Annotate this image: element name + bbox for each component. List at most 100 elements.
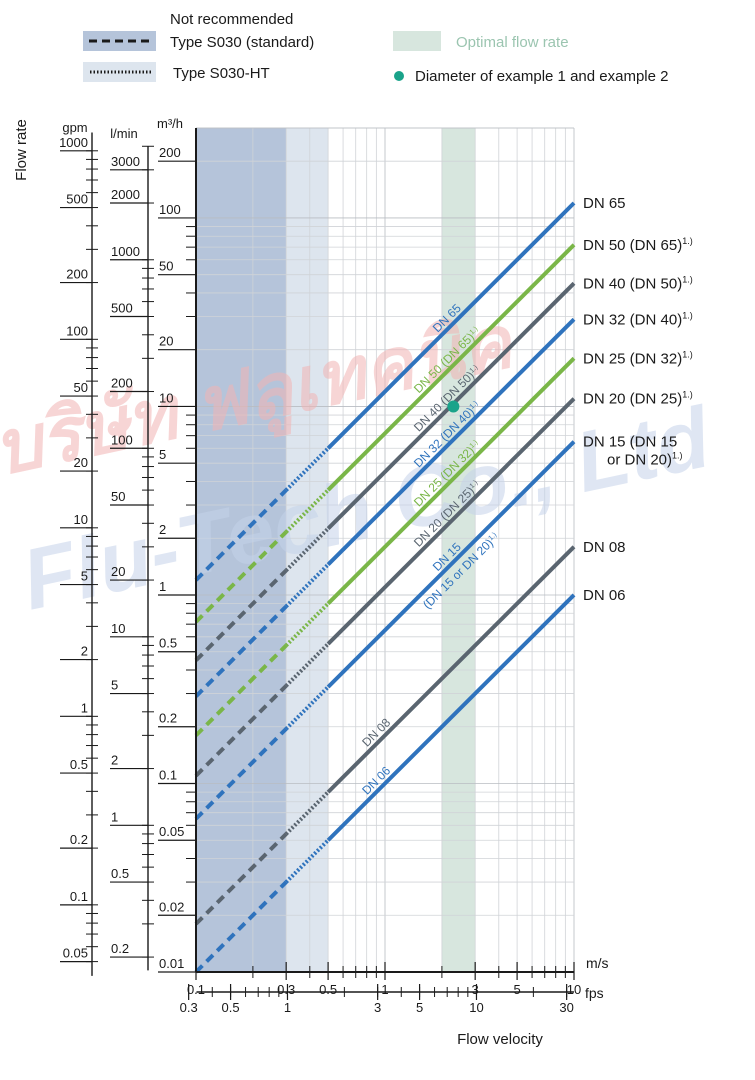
ms-tick-label: 0.3 bbox=[277, 982, 295, 997]
gpm-unit-label: gpm bbox=[62, 120, 87, 135]
legend-example-dot bbox=[394, 71, 404, 81]
series-segment-solid bbox=[326, 593, 576, 842]
legend-example-label: Diameter of example 1 and example 2 bbox=[415, 68, 668, 85]
m3h-tick-label: 20 bbox=[159, 334, 173, 349]
series-segment-dashed bbox=[194, 644, 288, 737]
m3h-tick-label: 200 bbox=[159, 145, 181, 160]
series-segment-dotted bbox=[284, 642, 330, 688]
series-line-0 bbox=[194, 201, 576, 582]
lmin-tick-label: 2 bbox=[111, 753, 118, 768]
lmin-tick-label: 1000 bbox=[111, 244, 140, 259]
series-label-note: 1.) bbox=[682, 310, 693, 320]
series-line-7 bbox=[194, 545, 576, 926]
lmin-tick-label: 5 bbox=[111, 678, 118, 693]
m3h-tick-label: 10 bbox=[159, 390, 173, 405]
series-segment-dotted bbox=[284, 685, 330, 731]
series-label: DN 40 (DN 50)1.) bbox=[583, 274, 693, 292]
series-segment-solid bbox=[326, 243, 576, 492]
series-segment-dashed bbox=[194, 568, 288, 662]
series-label-note: 1.) bbox=[682, 349, 693, 359]
lmin-tick-label: 20 bbox=[111, 564, 125, 579]
gpm-tick-label: 2 bbox=[81, 644, 88, 659]
gpm-tick-label: 10 bbox=[74, 512, 88, 527]
gpm-tick-label: 500 bbox=[66, 192, 88, 207]
series-segment-dashed bbox=[194, 530, 288, 624]
legend-type-ht-label: Type S030-HT bbox=[173, 65, 270, 82]
series-segment-solid bbox=[326, 545, 576, 794]
axes: 200 100 50 20 10 5 2 1 0.5 0.2 0.1 0.05 0.02 0.01 3000… bbox=[59, 128, 581, 1015]
series-label: DN 06 bbox=[583, 587, 626, 604]
ms-tick-label: 10 bbox=[567, 982, 581, 997]
series-segment-dotted bbox=[284, 527, 330, 572]
gpm-tick-label: 200 bbox=[66, 267, 88, 282]
m3h-tick-label: 0.1 bbox=[159, 767, 177, 782]
m3h-tick-label: 50 bbox=[159, 259, 173, 274]
gpm-tick-label: 0.2 bbox=[70, 832, 88, 847]
series-diag-note: 1.) bbox=[469, 364, 480, 375]
series-segment-solid bbox=[326, 356, 576, 606]
series-segment-dashed bbox=[194, 727, 288, 821]
ms-tick-label: 1 bbox=[381, 982, 388, 997]
ms-tick-label: 0.5 bbox=[319, 982, 337, 997]
series-label-note: 1.) bbox=[682, 390, 693, 400]
series-diag-note: 1.) bbox=[469, 439, 480, 450]
m3h-tick-label: 5 bbox=[159, 447, 166, 462]
band-0 bbox=[196, 128, 287, 972]
series-label: DN 32 (DN 40)1.) bbox=[583, 310, 693, 328]
series-label: DN 50 (DN 65)1.) bbox=[583, 236, 693, 254]
series-label: DN 20 (DN 25)1.) bbox=[583, 390, 693, 408]
lmin-unit-label: l/min bbox=[110, 126, 137, 141]
series-line-5 bbox=[194, 397, 576, 778]
legend-optimal-swatch bbox=[393, 31, 441, 51]
series-diag-note: 1.) bbox=[469, 479, 480, 490]
legend-optimal-label: Optimal flow rate bbox=[456, 34, 569, 51]
series-segment-dotted bbox=[284, 488, 330, 534]
fps-tick-label: 3 bbox=[374, 1000, 381, 1015]
m3h-tick-label: 100 bbox=[159, 202, 181, 217]
lmin-tick-label: 3000 bbox=[111, 154, 140, 169]
series-segment-dotted bbox=[284, 602, 330, 647]
lmin-tick-label: 100 bbox=[111, 432, 133, 447]
series-segment-dashed bbox=[194, 604, 288, 698]
fps-tick-label: 10 bbox=[469, 1000, 483, 1015]
series-diag-note: 1.) bbox=[469, 400, 480, 411]
lmin-tick-label: 2000 bbox=[111, 187, 140, 202]
m3h-unit-label: m³/h bbox=[157, 116, 183, 131]
gpm-tick-label: 0.1 bbox=[70, 889, 88, 904]
lmin-tick-label: 0.2 bbox=[111, 941, 129, 956]
series-segment-dotted bbox=[284, 563, 330, 608]
fps-tick-label: 0.5 bbox=[222, 1000, 240, 1015]
series-right-labels: DN 65 DN 50 (DN 65)1.) DN 40 (DN 50)1.) DN … bbox=[583, 195, 693, 604]
grid bbox=[196, 127, 575, 972]
example-point bbox=[447, 400, 460, 413]
fps-unit-label: fps bbox=[585, 985, 604, 1001]
m3h-tick-label: 0.05 bbox=[159, 824, 184, 839]
series-line-8 bbox=[194, 593, 576, 974]
series-label: DN 15 (DN 15 bbox=[583, 434, 677, 451]
series-segment-solid bbox=[326, 201, 576, 450]
series-segment-dotted bbox=[284, 446, 330, 492]
m3h-tick-label: 0.2 bbox=[159, 711, 177, 726]
series-label: DN 08 bbox=[583, 539, 626, 556]
m3h-tick-label: 2 bbox=[159, 522, 166, 537]
series-label: DN 25 (DN 32)1.) bbox=[583, 349, 693, 367]
lmin-tick-label: 0.5 bbox=[111, 866, 129, 881]
series-segment-solid bbox=[326, 317, 576, 566]
lmin-tick-label: 1 bbox=[111, 809, 118, 824]
gpm-tick-label: 0.05 bbox=[63, 946, 88, 961]
m3h-tick-label: 0.02 bbox=[159, 899, 184, 914]
gpm-tick-label: 1000 bbox=[59, 135, 88, 150]
series-diag-note: 1.) bbox=[488, 531, 499, 542]
gpm-tick-label: 20 bbox=[74, 455, 88, 470]
series-segment-dotted bbox=[284, 838, 330, 884]
ms-tick-label: 0.1 bbox=[187, 982, 205, 997]
m3h-tick-label: 1 bbox=[159, 579, 166, 594]
lmin-tick-label: 50 bbox=[111, 489, 125, 504]
fps-tick-label: 5 bbox=[416, 1000, 423, 1015]
series-segment-dotted bbox=[284, 790, 330, 836]
y-axis-title: Flow rate bbox=[13, 119, 30, 181]
series-segment-solid bbox=[326, 440, 576, 689]
series-line-6 bbox=[194, 440, 576, 821]
